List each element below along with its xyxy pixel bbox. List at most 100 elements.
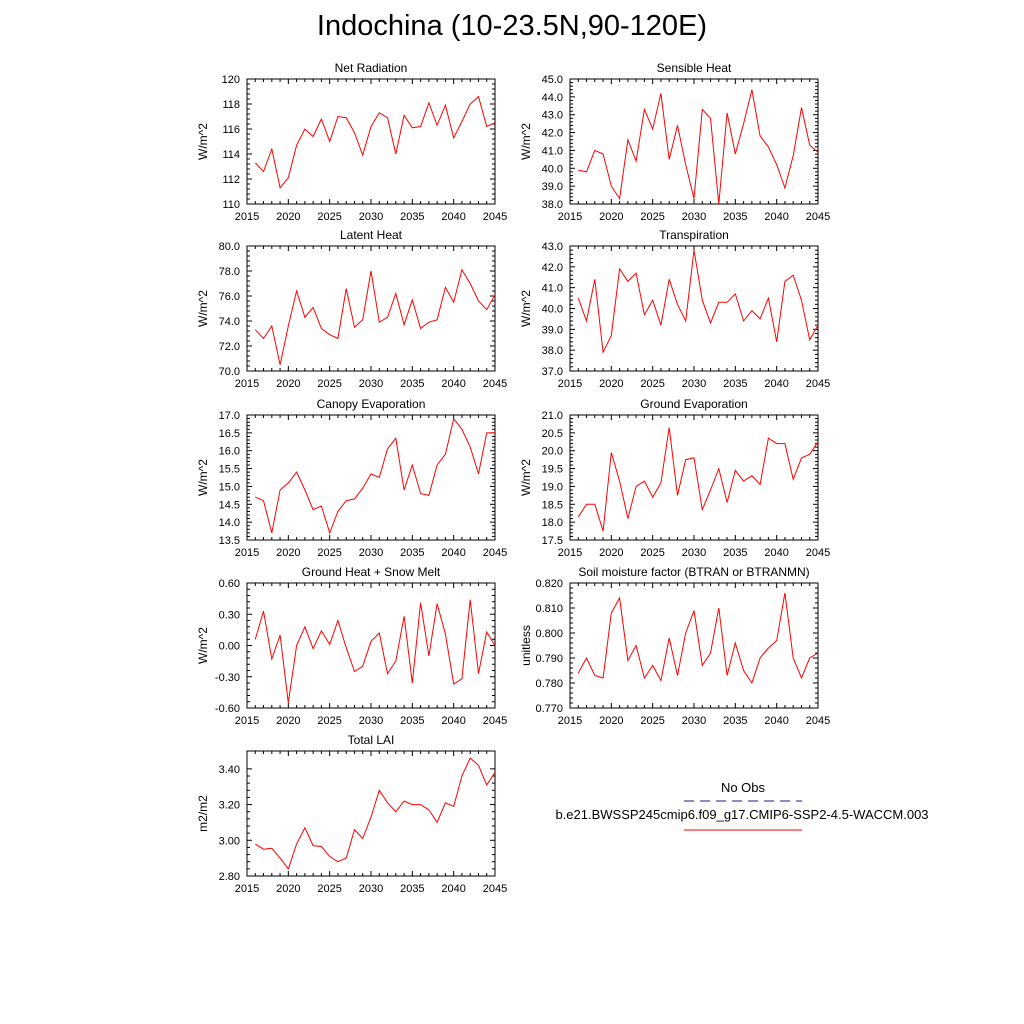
x-tick-label: 2045: [483, 715, 507, 727]
y-tick-label: 40.0: [542, 163, 563, 175]
y-tick-label: 44.0: [542, 92, 563, 104]
x-tick-label: 2040: [441, 547, 465, 559]
y-tick-label: 39.0: [542, 181, 563, 193]
plot-frame: [246, 245, 496, 372]
x-tick-label: 2030: [682, 378, 706, 390]
y-tick-label: 43.0: [542, 241, 563, 253]
y-tick-label: 20.5: [542, 428, 563, 440]
y-tick-label: 45.0: [542, 74, 563, 86]
x-tick-label: 2025: [317, 211, 341, 223]
panel-title: Transpiration: [659, 228, 729, 242]
x-tick-label: 2030: [359, 547, 383, 559]
y-axis-label: m2/m2: [196, 795, 210, 832]
x-tick-label: 2035: [400, 547, 424, 559]
x-tick-label: 2015: [558, 211, 582, 223]
series-line: [255, 417, 495, 535]
y-tick-label: 37.0: [542, 366, 563, 378]
y-axis-label: W/m^2: [196, 627, 210, 664]
y-tick-label: 41.0: [542, 145, 563, 157]
x-tick-label: 2015: [235, 547, 259, 559]
series-line: [577, 592, 819, 685]
x-tick-label: 2045: [806, 378, 830, 390]
y-tick-label: 38.0: [542, 199, 563, 211]
y-tick-label: 40.0: [542, 304, 563, 316]
y-tick-label: 16.0: [219, 446, 240, 458]
chart-panel-5: Canopy Evaporation W/m^2 2015 2020 2025 2030 2…: [196, 397, 507, 559]
x-tick-label: 2030: [682, 715, 706, 727]
y-tick-label: 15.5: [219, 464, 240, 476]
y-tick-label: 38.0: [542, 345, 563, 357]
chart-panels: Net Radiation W/m^2 2015 2020 2025 2030 2035 20…: [196, 61, 830, 895]
x-tick-label: 2045: [806, 211, 830, 223]
y-tick-label: 110: [222, 199, 240, 211]
x-tick-label: 2040: [764, 715, 788, 727]
x-tick-label: 2020: [276, 883, 300, 895]
x-tick-label: 2035: [723, 378, 747, 390]
x-tick-label: 2015: [235, 378, 259, 390]
panel-title: Soil moisture factor (BTRAN or BTRANMN): [578, 565, 809, 579]
series-line: [254, 599, 496, 703]
x-tick-label: 2020: [276, 378, 300, 390]
y-tick-label: 18.0: [542, 517, 563, 529]
x-tick-label: 2015: [558, 378, 582, 390]
x-tick-label: 2035: [400, 211, 424, 223]
x-tick-label: 2040: [441, 715, 465, 727]
legend: No Obs b.e21.BWSSP245cmip6.f09_g17.CMIP6…: [555, 780, 929, 831]
chart-panel-9: Total LAI m2/m2 2015 2020 2025 2030 2035 2040 20…: [196, 733, 507, 895]
series-line: [254, 268, 496, 365]
y-axis-label: W/m^2: [519, 459, 533, 496]
y-tick-label: 112: [222, 174, 240, 186]
x-tick-label: 2015: [235, 715, 259, 727]
chart-panel-6: Ground Evaporation W/m^2 2015 2020 2025 2030 2…: [519, 397, 830, 559]
chart-panel-8: Soil moisture factor (BTRAN or BTRANMN) u…: [519, 565, 830, 727]
x-tick-label: 2020: [276, 715, 300, 727]
y-tick-label: 19.5: [542, 464, 563, 476]
y-tick-label: -0.60: [215, 703, 240, 715]
x-tick-label: 2025: [640, 378, 664, 390]
y-tick-label: 72.0: [219, 341, 240, 353]
y-tick-label: 41.0: [542, 283, 563, 295]
y-tick-label: 3.00: [219, 835, 240, 847]
y-tick-label: 0.820: [535, 578, 563, 590]
y-tick-label: 0.60: [219, 578, 240, 590]
x-tick-label: 2030: [682, 547, 706, 559]
chart-panel-7: Ground Heat + Snow Melt W/m^2 2015 2020 2025…: [196, 565, 507, 727]
x-tick-label: 2025: [640, 211, 664, 223]
y-tick-label: 42.0: [542, 128, 563, 140]
series-line: [578, 89, 819, 205]
x-tick-label: 2035: [400, 715, 424, 727]
panel-title: Latent Heat: [340, 228, 403, 242]
y-tick-label: 0.790: [535, 653, 563, 665]
x-tick-label: 2040: [441, 211, 465, 223]
y-tick-label: 18.5: [542, 499, 563, 511]
x-tick-label: 2025: [640, 715, 664, 727]
y-axis-label: W/m^2: [196, 459, 210, 496]
panel-title: Total LAI: [348, 733, 395, 747]
x-tick-label: 2015: [558, 547, 582, 559]
y-tick-label: 0.770: [535, 703, 563, 715]
y-tick-label: 43.0: [542, 110, 563, 122]
y-tick-label: 3.20: [219, 800, 240, 812]
x-tick-label: 2030: [682, 211, 706, 223]
y-axis-label: W/m^2: [196, 123, 210, 160]
x-tick-label: 2025: [317, 715, 341, 727]
x-tick-label: 2025: [640, 547, 664, 559]
y-tick-label: 116: [222, 124, 240, 136]
x-tick-label: 2030: [359, 715, 383, 727]
plot-frame: [569, 78, 819, 205]
y-tick-label: 16.5: [219, 428, 240, 440]
x-tick-label: 2045: [483, 547, 507, 559]
y-tick-label: 13.5: [219, 535, 240, 547]
panel-title: Net Radiation: [335, 61, 408, 75]
y-tick-label: 17.0: [219, 410, 240, 422]
x-tick-label: 2040: [764, 378, 788, 390]
x-tick-label: 2035: [723, 547, 747, 559]
x-tick-label: 2040: [441, 883, 465, 895]
plot-frame: [246, 414, 496, 541]
x-tick-label: 2035: [400, 883, 424, 895]
y-tick-label: 0.800: [535, 628, 563, 640]
panel-title: Sensible Heat: [657, 61, 732, 75]
plot-frame: [246, 750, 496, 877]
x-tick-label: 2025: [317, 883, 341, 895]
